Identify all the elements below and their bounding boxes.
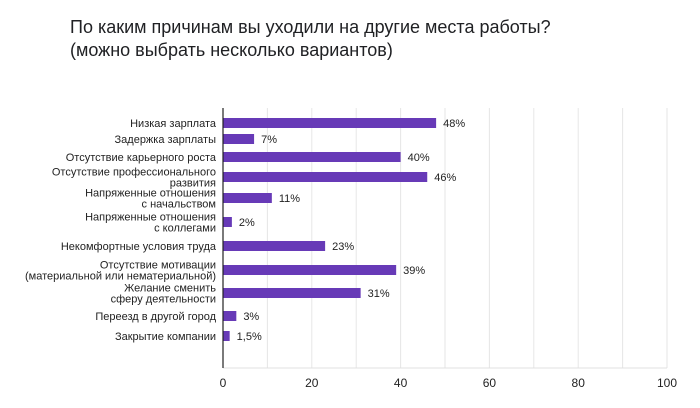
- data-label: 31%: [368, 288, 390, 300]
- data-label: 46%: [434, 172, 456, 184]
- x-tick-label: 20: [305, 376, 319, 390]
- data-label: 23%: [332, 241, 354, 253]
- category-label: Низкая зарплата: [130, 118, 217, 130]
- category-label: Желание сменить сферу деятельности: [111, 283, 217, 306]
- data-label: 1,5%: [237, 331, 262, 343]
- x-tick-label: 60: [483, 376, 497, 390]
- bar: [223, 311, 237, 321]
- bar: [223, 288, 361, 298]
- bar: [223, 134, 255, 144]
- x-tick-label: 0: [220, 376, 227, 390]
- category-label: Напряженные отношения с коллегами: [85, 212, 216, 235]
- category-label: Напряженные отношения с начальством: [85, 188, 216, 211]
- category-label: Переезд в другой город: [95, 311, 216, 323]
- category-label: Некомфортные условия труда: [61, 241, 217, 253]
- data-label: 7%: [261, 134, 277, 146]
- x-tick-label: 80: [572, 376, 586, 390]
- bar: [223, 172, 428, 182]
- chart-title: По каким причинам вы уходили на другие м…: [70, 16, 551, 62]
- bar: [223, 217, 232, 227]
- chart-title-line-1: По каким причинам вы уходили на другие м…: [70, 17, 551, 37]
- data-label: 2%: [239, 217, 255, 229]
- x-tick-label: 40: [394, 376, 408, 390]
- x-tick-label: 100: [657, 376, 677, 390]
- bar: [223, 265, 397, 275]
- bar: [223, 331, 230, 341]
- bar: [223, 152, 401, 162]
- bar: [223, 241, 326, 251]
- category-label: Закрытие компании: [115, 331, 216, 343]
- data-label: 11%: [279, 193, 300, 205]
- data-label: 48%: [443, 118, 465, 130]
- data-label: 40%: [408, 152, 430, 164]
- category-label: Отсутствие профессионального развития: [52, 167, 216, 190]
- chart-title-line-2: (можно выбрать несколько вариантов): [70, 40, 393, 60]
- bar: [223, 193, 272, 203]
- category-label: Отсутствие мотивации (материальной или не…: [25, 260, 216, 283]
- category-label: Задержка зарплаты: [115, 134, 217, 146]
- data-label: 39%: [403, 265, 425, 277]
- bar: [223, 118, 437, 128]
- data-label: 3%: [243, 311, 259, 323]
- category-label: Отсутствие карьерного роста: [66, 152, 217, 164]
